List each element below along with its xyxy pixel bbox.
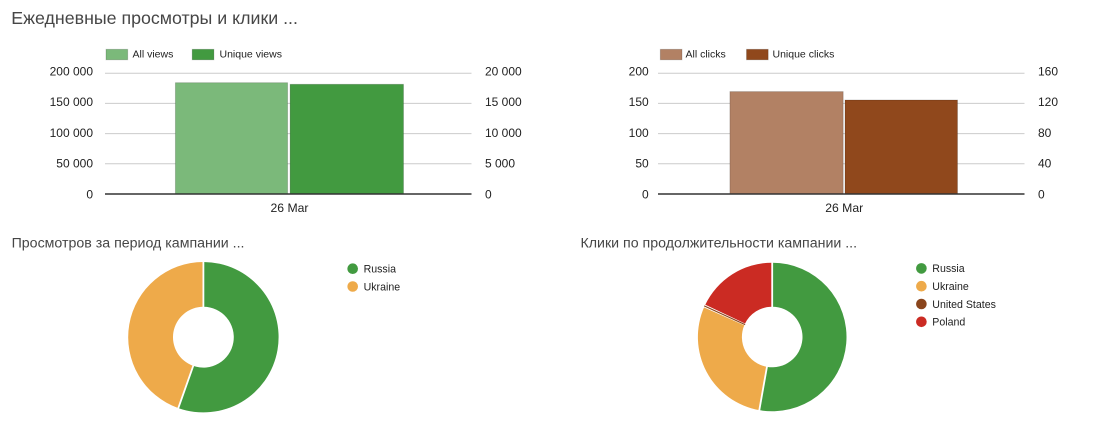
svg-text:20 000: 20 000	[485, 65, 522, 79]
svg-text:40: 40	[1038, 157, 1052, 171]
svg-text:100 000: 100 000	[50, 126, 94, 140]
svg-text:United States: United States	[932, 299, 996, 311]
svg-text:All clicks: All clicks	[686, 49, 726, 61]
svg-text:26 Mar: 26 Mar	[825, 201, 863, 215]
svg-text:All views: All views	[133, 49, 174, 61]
svg-text:150 000: 150 000	[50, 95, 94, 109]
svg-text:Russia: Russia	[932, 263, 964, 275]
svg-text:200: 200	[629, 65, 649, 79]
svg-text:50 000: 50 000	[56, 157, 93, 171]
svg-text:100: 100	[629, 126, 649, 140]
svg-text:Просмотров за период кампании: Просмотров за период кампании ...	[12, 235, 245, 251]
svg-text:0: 0	[485, 188, 492, 202]
svg-text:Poland: Poland	[932, 317, 965, 329]
svg-text:Ежедневные просмотры и клики .: Ежедневные просмотры и клики ...	[11, 8, 298, 28]
svg-text:0: 0	[642, 188, 649, 202]
svg-text:0: 0	[1038, 188, 1045, 202]
svg-text:160: 160	[1038, 65, 1058, 79]
svg-text:50: 50	[635, 157, 649, 171]
svg-text:Ukraine: Ukraine	[364, 281, 401, 293]
svg-text:15 000: 15 000	[485, 95, 522, 109]
svg-text:Unique views: Unique views	[220, 49, 282, 61]
svg-text:Клики по продолжительности кам: Клики по продолжительности кампании ...	[581, 235, 858, 251]
svg-text:Ukraine: Ukraine	[932, 281, 969, 293]
svg-text:26 Mar: 26 Mar	[271, 201, 309, 215]
svg-text:150: 150	[629, 95, 649, 109]
svg-text:200 000: 200 000	[50, 65, 94, 79]
svg-text:Russia: Russia	[364, 264, 396, 276]
svg-text:80: 80	[1038, 126, 1052, 140]
svg-text:0: 0	[86, 188, 93, 202]
svg-text:Unique clicks: Unique clicks	[773, 49, 835, 61]
svg-text:10 000: 10 000	[485, 126, 522, 140]
svg-text:5 000: 5 000	[485, 157, 515, 171]
svg-text:120: 120	[1038, 95, 1058, 109]
